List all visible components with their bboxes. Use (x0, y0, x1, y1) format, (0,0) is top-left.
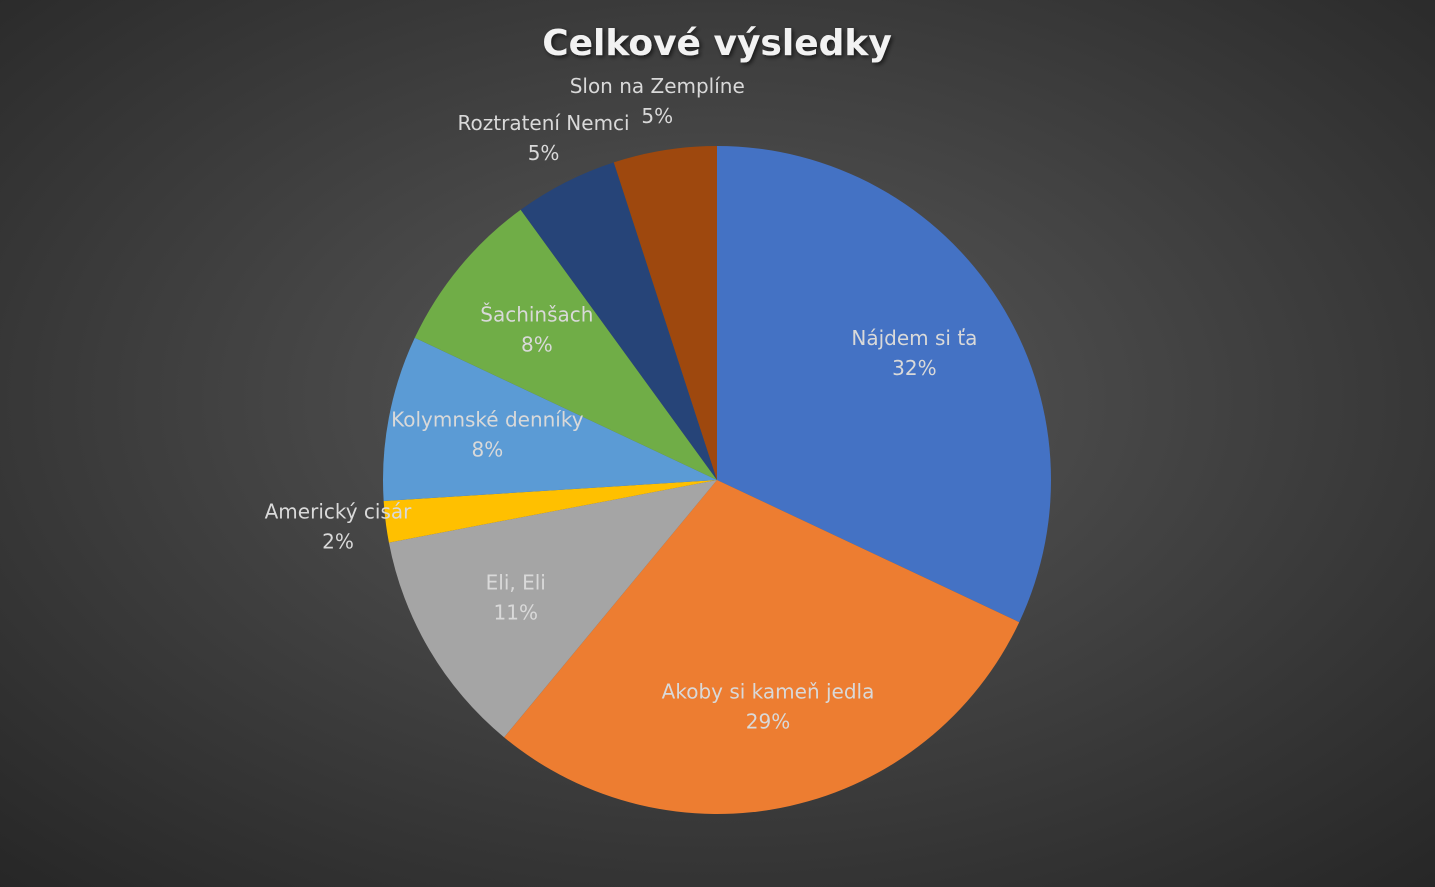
data-label-value: 8% (521, 332, 553, 356)
data-label-name: Akoby si kameň jedla (662, 680, 875, 704)
data-label-value: 29% (746, 710, 790, 734)
pie-slice (383, 480, 717, 543)
pie-slice (383, 337, 717, 501)
chart-title: Celkové výsledky (542, 23, 892, 64)
data-label-name: Šachinšach (480, 302, 593, 326)
data-label-value: 8% (471, 438, 503, 462)
data-label-value: 32% (892, 356, 936, 380)
pie-slice (717, 146, 1051, 623)
pie-slice (520, 162, 717, 481)
data-label-value: 5% (641, 104, 673, 128)
data-label-name: Eli, Eli (486, 571, 546, 595)
data-label-name: Nájdem si ťa (851, 326, 977, 350)
pie-slice (388, 480, 717, 738)
data-label-name: Slon na Zemplíne (570, 74, 745, 98)
data-label-value: 5% (528, 141, 560, 165)
data-label-name: Kolymnské denníky (391, 408, 584, 432)
data-label-name: Americký cisár (265, 499, 413, 523)
pie-slice (504, 480, 1020, 815)
data-label-value: 2% (322, 529, 354, 553)
pie-slice (414, 209, 717, 480)
data-label-value: 11% (494, 601, 538, 625)
data-label-name: Roztratení Nemci (458, 111, 630, 135)
pie-slice (613, 146, 717, 480)
